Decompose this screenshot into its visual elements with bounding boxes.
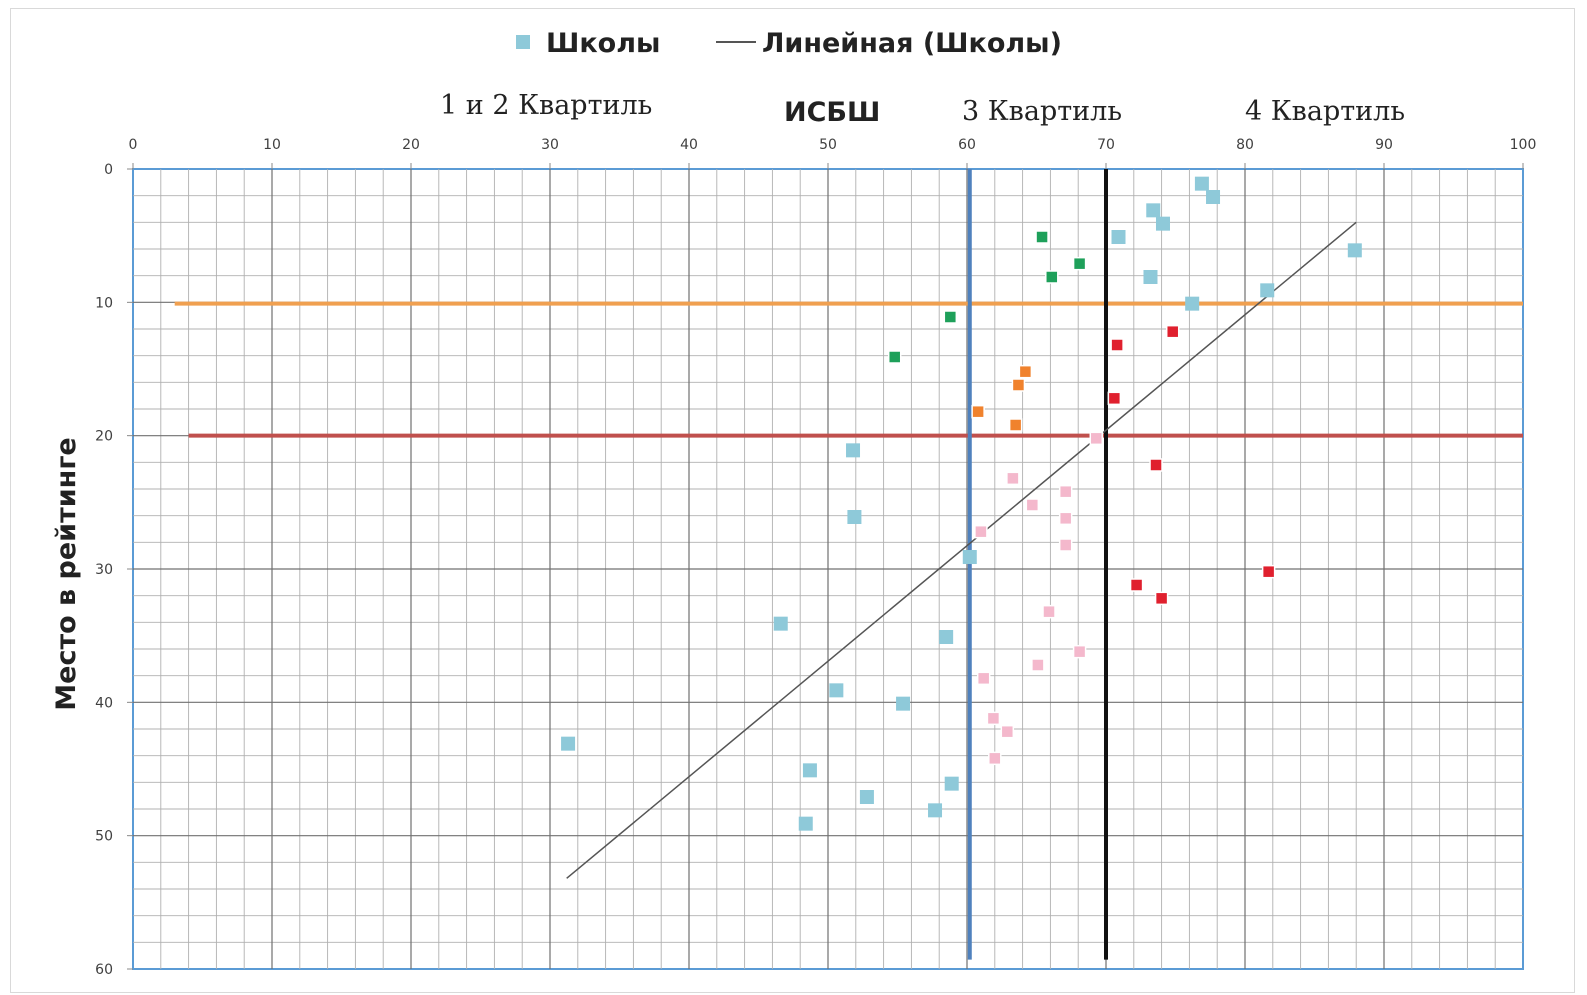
data-point <box>1058 538 1073 552</box>
data-point <box>561 736 576 751</box>
data-point <box>1058 511 1073 526</box>
x-tick-label: 50 <box>819 137 837 153</box>
x-tick-label: 10 <box>263 137 281 153</box>
y-tick-label: 60 <box>95 962 113 978</box>
data-point <box>1154 591 1169 606</box>
x-tick-label: 60 <box>958 137 976 153</box>
reference-lines <box>174 169 1523 960</box>
data-point <box>1261 564 1276 579</box>
legend-label-schools: Школы <box>546 28 660 59</box>
annotation-quartile-4: 4 Квартиль <box>1245 96 1405 127</box>
data-point <box>962 550 977 564</box>
y-tick-label: 30 <box>95 562 113 578</box>
data-point <box>1194 176 1209 191</box>
data-point <box>986 711 1001 726</box>
data-point <box>1072 644 1087 659</box>
legend: Школы Линейная (Школы) <box>516 28 1062 59</box>
trendline-group <box>566 221 1357 879</box>
legend-label-trendline: Линейная (Школы) <box>762 28 1062 59</box>
data-point <box>1025 498 1040 512</box>
data-points <box>561 176 1362 831</box>
data-point <box>1110 338 1124 352</box>
annotation-quartile-3: 3 Квартиль <box>962 96 1122 127</box>
data-point <box>974 524 988 539</box>
data-point <box>798 816 813 831</box>
chart-frame <box>10 8 1575 993</box>
data-point <box>1165 324 1180 339</box>
data-point <box>1149 458 1163 472</box>
data-point <box>1107 391 1122 406</box>
data-point <box>1347 243 1362 258</box>
data-point <box>971 404 985 419</box>
data-point <box>1000 724 1015 739</box>
x-tick-label: 70 <box>1097 137 1115 153</box>
x-tick-label: 30 <box>541 137 559 153</box>
data-point <box>1035 230 1049 244</box>
data-point <box>1111 230 1126 244</box>
x-axis-ticks: 0 10 20 30 40 50 60 70 80 90 100 <box>129 137 1537 169</box>
x-tick-label: 80 <box>1236 137 1254 153</box>
data-point <box>1045 270 1059 284</box>
y-tick-label: 20 <box>95 429 113 445</box>
x-tick-label: 90 <box>1375 137 1393 153</box>
y-axis-title: Место в рейтинге <box>51 437 82 710</box>
trendline <box>566 221 1357 879</box>
data-point <box>887 350 902 364</box>
data-point <box>1089 431 1104 446</box>
y-tick-label: 10 <box>95 295 113 311</box>
data-point <box>829 683 844 698</box>
plot-grid <box>132 168 1524 970</box>
data-point <box>1129 578 1144 592</box>
x-tick-label: 100 <box>1510 137 1537 153</box>
data-point <box>1042 604 1056 619</box>
legend-marker-schools <box>516 35 530 49</box>
data-point <box>988 751 1002 766</box>
data-point <box>1008 418 1023 432</box>
data-point <box>939 630 954 644</box>
data-point <box>944 776 959 791</box>
y-axis-ticks: 0 10 20 30 40 50 60 <box>95 162 133 978</box>
data-point <box>1031 658 1045 672</box>
data-point <box>847 510 862 524</box>
data-point <box>943 310 958 324</box>
data-point <box>1143 270 1158 284</box>
data-point <box>928 803 943 818</box>
data-point <box>773 616 788 631</box>
annotation-quartile-12: 1 и 2 Квартиль <box>440 90 652 121</box>
data-point <box>859 790 874 804</box>
data-point <box>1006 471 1020 486</box>
data-point <box>1206 190 1221 204</box>
y-tick-label: 50 <box>95 829 113 845</box>
data-point <box>976 671 991 686</box>
data-point <box>1058 484 1073 499</box>
annotation-isbsh: ИСБШ <box>784 97 880 128</box>
data-point <box>896 696 911 711</box>
y-tick-label: 0 <box>104 162 113 178</box>
y-tick-label: 40 <box>95 695 113 711</box>
data-point <box>1155 216 1170 231</box>
data-point <box>1011 378 1026 392</box>
data-point <box>846 443 861 458</box>
x-tick-label: 20 <box>402 137 420 153</box>
data-point <box>1185 296 1200 311</box>
data-point <box>1018 364 1033 379</box>
x-tick-label: 40 <box>680 137 698 153</box>
data-point <box>802 763 817 778</box>
data-point <box>1146 203 1161 218</box>
data-point <box>1260 283 1275 298</box>
data-point <box>1072 256 1087 271</box>
x-tick-label: 0 <box>129 137 138 153</box>
